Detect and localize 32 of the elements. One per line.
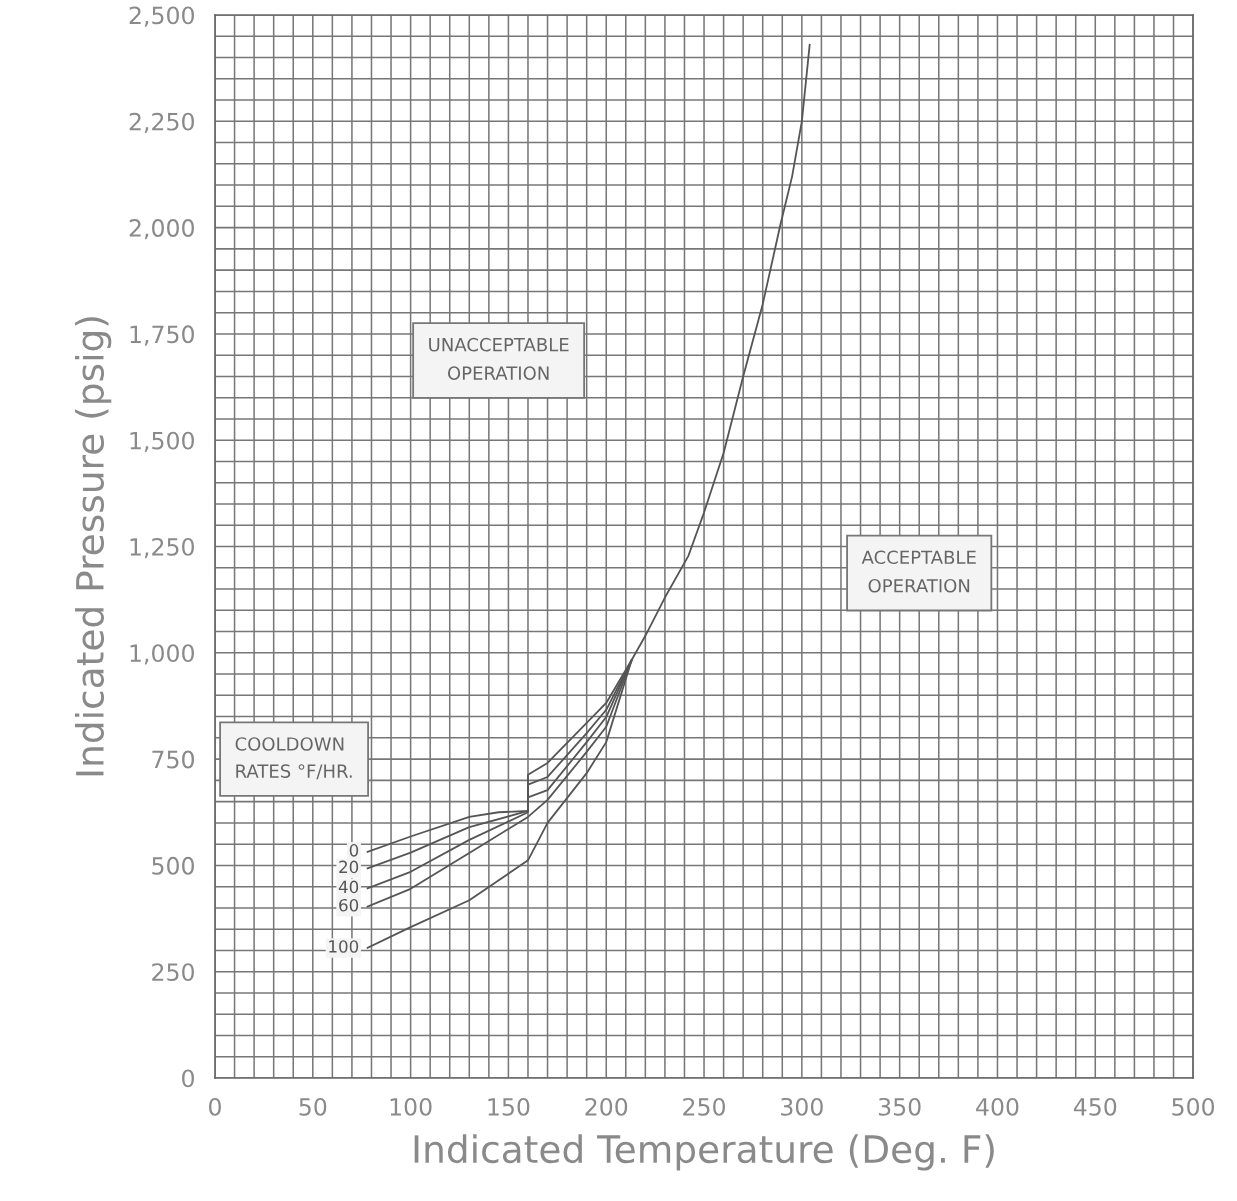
y-axis-title: Indicated Pressure (psig) (74, 317, 112, 776)
x-tick-label: 200 (585, 1097, 628, 1116)
x-axis-title: Indicated Temperature (Deg. F) (414, 1134, 994, 1171)
y-tick-label: 500 (152, 856, 194, 875)
series-label: 20 (339, 860, 359, 874)
x-tick-label: 250 (683, 1097, 725, 1116)
annotation: ACCEPTABLE OPERATION (861, 550, 976, 593)
x-tick-label: 100 (390, 1097, 432, 1116)
series-label: 60 (339, 898, 359, 912)
legend-title: COOLDOWN RATES °F/HR. (235, 737, 352, 780)
y-tick-label: 2,250 (129, 112, 194, 134)
y-tick-label: 250 (152, 963, 194, 982)
x-tick-label: 50 (299, 1097, 327, 1116)
y-tick-label: 750 (152, 750, 194, 769)
x-tick-label: 450 (1073, 1097, 1117, 1116)
x-tick-label: 400 (976, 1097, 1019, 1116)
y-tick-label: 0 (182, 1069, 194, 1088)
x-tick-label: 150 (488, 1097, 530, 1116)
y-tick-label: 2,000 (129, 219, 194, 240)
x-tick-label: 350 (878, 1097, 921, 1116)
series-label: 0 (349, 844, 359, 857)
y-tick-label: 2,500 (129, 6, 194, 27)
series-label: 40 (338, 880, 359, 894)
x-tick-label: 500 (1172, 1097, 1215, 1116)
y-tick-label: 1,250 (130, 537, 194, 559)
y-tick-label: 1,750 (130, 325, 194, 346)
x-tick-label: 300 (781, 1097, 823, 1116)
x-tick-label: 0 (209, 1097, 221, 1116)
y-tick-label: 1,500 (130, 431, 194, 452)
annotation: UNACCEPTABLE OPERATION (429, 337, 569, 380)
series-label: 100 (329, 940, 359, 953)
y-tick-label: 1,000 (130, 644, 194, 665)
